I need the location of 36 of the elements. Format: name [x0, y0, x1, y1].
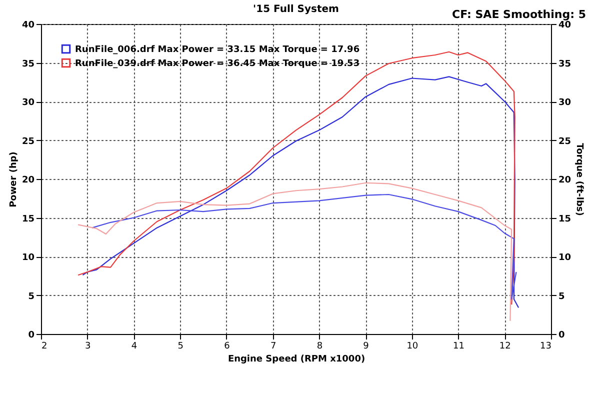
y2-tick-label: 0: [558, 330, 565, 340]
legend-label: RunFile_006.drf Max Power = 33.15 Max Torque = 17.96: [75, 45, 360, 55]
y2-tick-label: 5: [558, 292, 565, 302]
x-tick-label: 3: [84, 342, 91, 352]
text: CF: SAE Smoothing: 5: [452, 8, 586, 21]
x-tick-label: 11: [453, 342, 464, 352]
y2-tick-label: 35: [558, 59, 572, 70]
x-tick-label: 2: [42, 342, 48, 352]
y2-tick-label: 20: [558, 176, 572, 186]
x-tick-label: 13: [540, 342, 552, 352]
y-axis-title: Power (hp): [8, 152, 19, 208]
y2-tick-label: 15: [558, 214, 572, 224]
y-tick-label: 5: [28, 292, 34, 302]
x-tick-label: 6: [224, 342, 230, 352]
y-tick-label: 10: [22, 253, 34, 263]
y2-tick-label: 25: [558, 136, 572, 147]
y-tick-label: 0: [28, 330, 34, 340]
y2-axis-title: Torque (ft-lbs): [574, 143, 584, 216]
y2-tick-label: 40: [558, 20, 572, 30]
x-tick-label: 4: [131, 342, 138, 352]
y-tick-label: 15: [22, 214, 34, 224]
y2-tick-label: 30: [558, 98, 572, 108]
y-tick-label: 25: [22, 136, 34, 147]
x-tick-label: 7: [270, 342, 276, 352]
y-tick-label: 40: [22, 20, 34, 30]
y-tick-label: 35: [22, 59, 34, 70]
y-tick-label: 30: [22, 98, 34, 108]
x-axis-title: Engine Speed (RPM x1000): [228, 354, 366, 364]
chart-title: '15 Full System: [253, 4, 339, 15]
x-tick-label: 5: [178, 342, 184, 352]
y2-tick-label: 10: [558, 253, 572, 263]
x-tick-label: 12: [499, 342, 511, 352]
x-tick-label: 10: [406, 342, 418, 352]
x-tick-label: 9: [363, 342, 370, 352]
x-tick-label: 8: [316, 342, 323, 352]
y-tick-label: 20: [22, 176, 34, 186]
